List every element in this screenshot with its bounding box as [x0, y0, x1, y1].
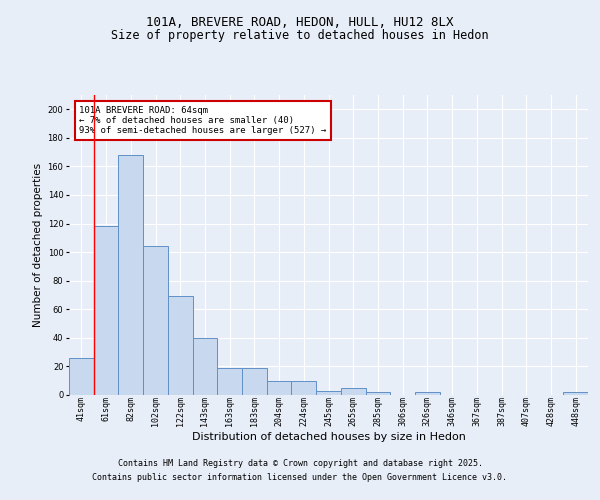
Bar: [118, 155, 143, 395]
Bar: [563, 392, 588, 395]
Bar: [143, 246, 168, 395]
Bar: [193, 338, 217, 395]
Bar: [69, 358, 94, 395]
Bar: [341, 388, 365, 395]
Bar: [168, 296, 193, 395]
Bar: [316, 390, 341, 395]
Bar: [94, 226, 118, 395]
Text: Contains public sector information licensed under the Open Government Licence v3: Contains public sector information licen…: [92, 473, 508, 482]
Text: Contains HM Land Registry data © Crown copyright and database right 2025.: Contains HM Land Registry data © Crown c…: [118, 460, 482, 468]
Bar: [415, 392, 440, 395]
Bar: [242, 368, 267, 395]
Bar: [292, 380, 316, 395]
Y-axis label: Number of detached properties: Number of detached properties: [34, 163, 43, 327]
Text: 101A BREVERE ROAD: 64sqm
← 7% of detached houses are smaller (40)
93% of semi-de: 101A BREVERE ROAD: 64sqm ← 7% of detache…: [79, 106, 326, 136]
Text: 101A, BREVERE ROAD, HEDON, HULL, HU12 8LX: 101A, BREVERE ROAD, HEDON, HULL, HU12 8L…: [146, 16, 454, 29]
Bar: [267, 380, 292, 395]
Bar: [217, 368, 242, 395]
Text: Size of property relative to detached houses in Hedon: Size of property relative to detached ho…: [111, 30, 489, 43]
Bar: [365, 392, 390, 395]
X-axis label: Distribution of detached houses by size in Hedon: Distribution of detached houses by size …: [191, 432, 466, 442]
